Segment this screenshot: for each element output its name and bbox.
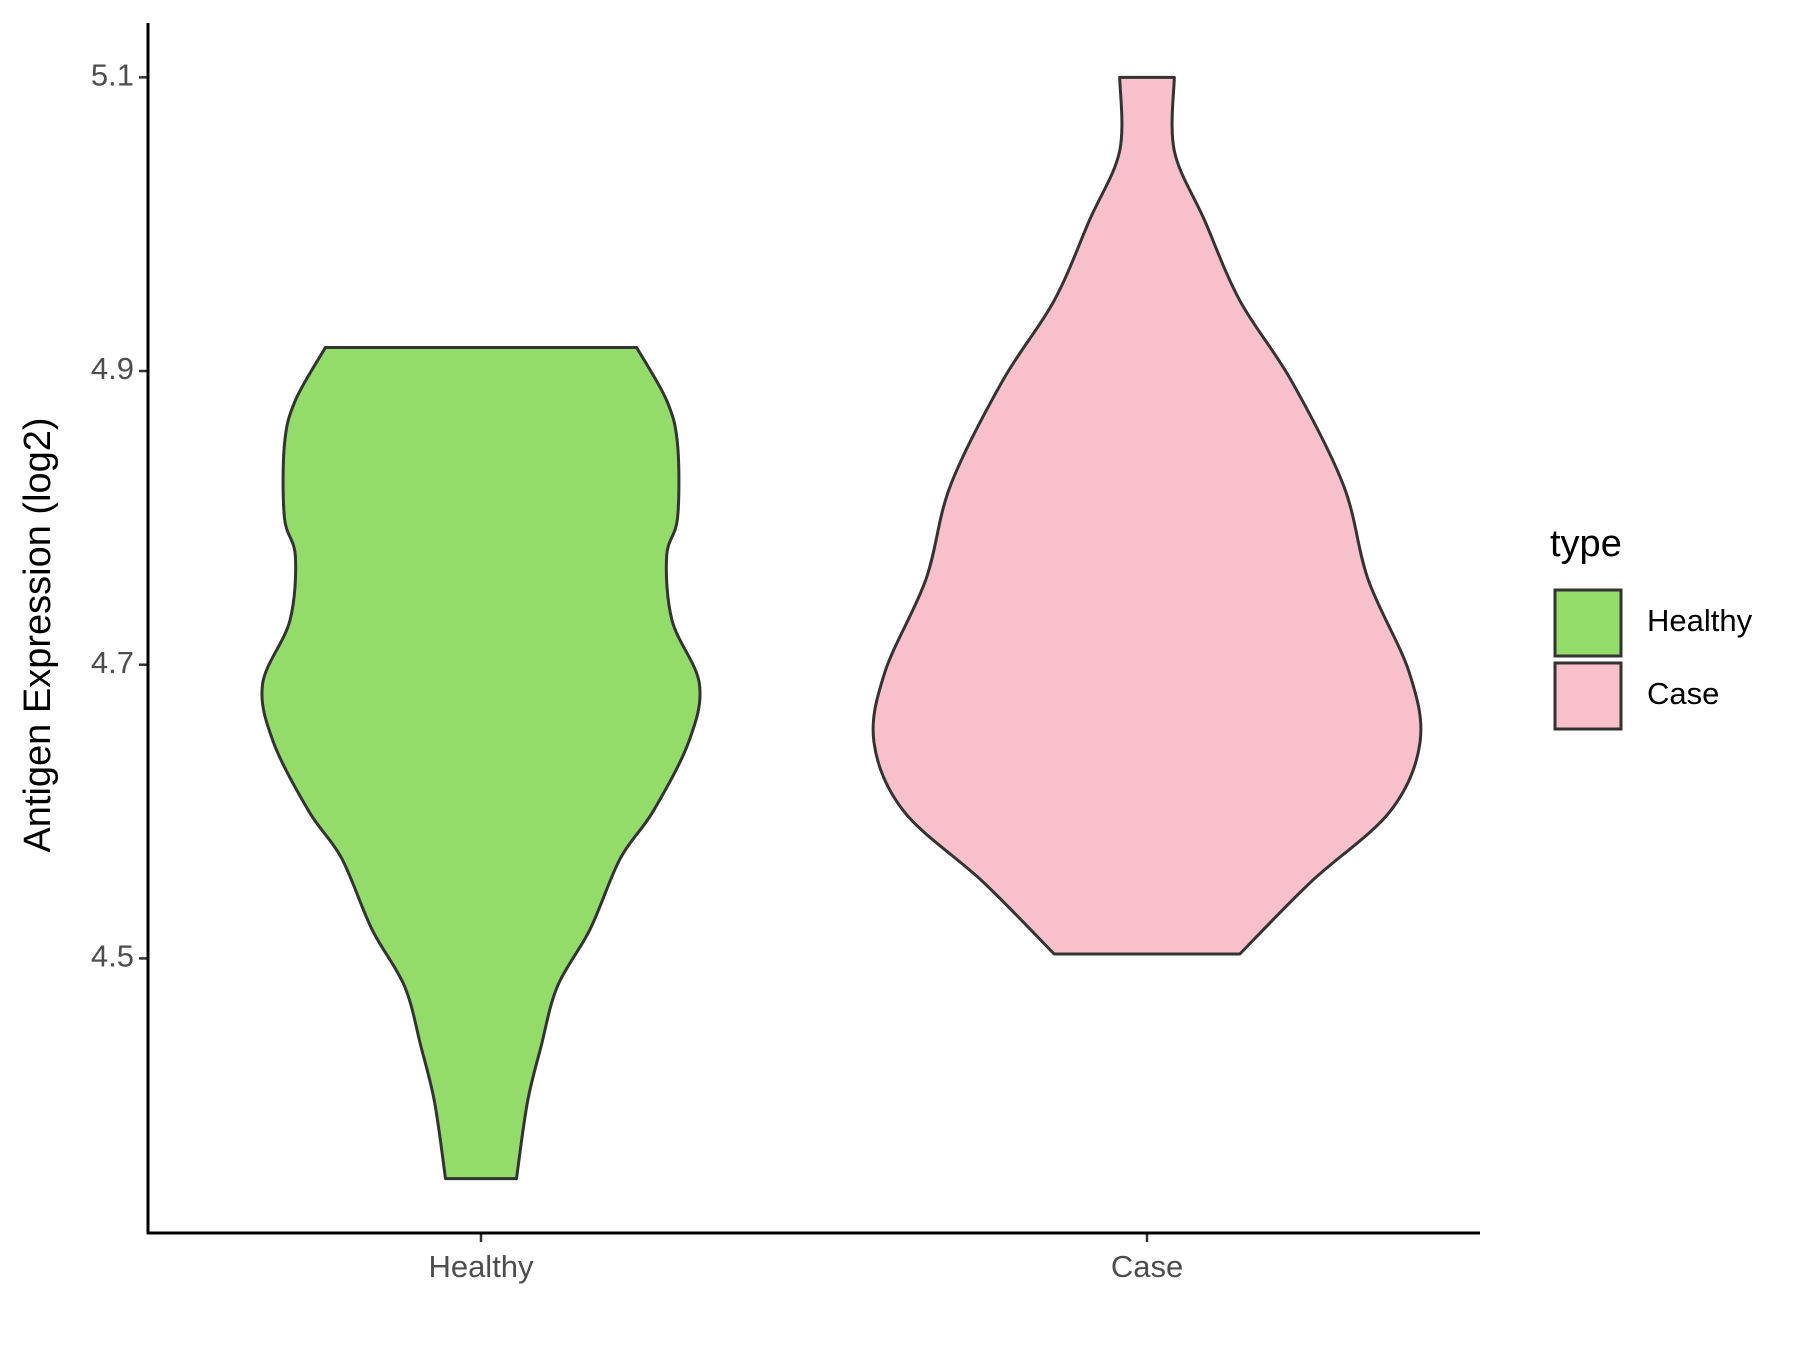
y-tick-label: 5.1: [91, 58, 134, 93]
y-tick-label: 4.5: [91, 939, 134, 974]
legend-key: [1553, 588, 1623, 658]
x-tick-label: Case: [1111, 1249, 1183, 1284]
legend-label: Case: [1647, 676, 1719, 711]
legend-title: type: [1550, 523, 1622, 565]
y-axis-title: Antigen Expression (log2): [17, 417, 59, 852]
violin: [260, 346, 702, 1181]
legend-label: Healthy: [1647, 603, 1753, 638]
y-tick-label: 4.9: [91, 351, 134, 386]
y-tick-label: 4.7: [91, 645, 134, 680]
x-tick-label: Healthy: [428, 1249, 534, 1284]
legend-key: [1553, 661, 1623, 731]
violin: [871, 75, 1423, 956]
